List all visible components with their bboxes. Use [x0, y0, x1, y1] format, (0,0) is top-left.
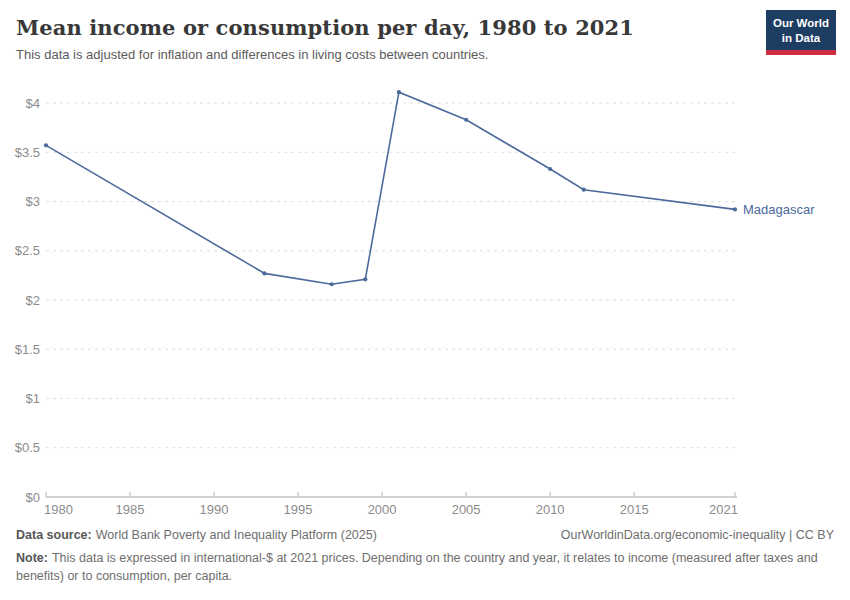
x-tick-label: 2000: [368, 502, 397, 517]
data-point: [582, 188, 586, 192]
y-tick-label: $3.5: [15, 145, 40, 160]
data-line: [46, 92, 735, 284]
y-tick-label: $1.5: [15, 342, 40, 357]
y-tick-label: $4: [26, 96, 40, 111]
owid-logo[interactable]: Our World in Data: [766, 10, 836, 55]
data-point: [363, 277, 367, 281]
x-tick-label: 2021: [709, 502, 738, 517]
y-tick-label: $3: [26, 194, 40, 209]
x-tick-label: 1995: [284, 502, 313, 517]
data-point: [464, 118, 468, 122]
x-tick-label: 2015: [620, 502, 649, 517]
x-tick-label: 1980: [44, 502, 73, 517]
x-tick-label: 2005: [452, 502, 481, 517]
data-source-value: World Bank Poverty and Inequality Platfo…: [96, 528, 377, 542]
owid-url-link[interactable]: OurWorldinData.org/economic-inequality |…: [561, 528, 834, 542]
y-tick-label: $0.5: [15, 440, 40, 455]
data-point: [733, 207, 737, 211]
data-point: [548, 167, 552, 171]
y-tick-label: $0: [26, 490, 40, 505]
chart-header: Mean income or consumption per day, 1980…: [0, 0, 850, 78]
y-axis-labels: $0 $0.5 $1 $1.5 $2 $2.5 $3 $3.5 $4: [15, 96, 40, 505]
series-end-label: Madagascar: [743, 202, 815, 217]
data-point: [44, 143, 48, 147]
y-gridlines: [46, 103, 737, 497]
chart-note: Note:This data is expressed in internati…: [16, 549, 834, 585]
y-tick-label: $2.5: [15, 243, 40, 258]
y-tick-label: $1: [26, 391, 40, 406]
x-tick-label: 1990: [200, 502, 229, 517]
x-axis-ticks: [46, 492, 735, 497]
owid-logo-line2: in Data: [770, 31, 832, 46]
owid-chart-export: Mean income or consumption per day, 1980…: [0, 0, 850, 600]
data-point: [397, 90, 401, 94]
owid-logo-line1: Our World: [770, 16, 832, 31]
x-tick-label: 1985: [116, 502, 145, 517]
data-point: [262, 271, 266, 275]
data-source-label: Data source:: [16, 528, 92, 542]
page-title: Mean income or consumption per day, 1980…: [16, 14, 834, 41]
x-axis-labels: 1980 1985 1990 1995 2000 2005 2010 2015 2021: [44, 502, 738, 517]
chart-subtitle: This data is adjusted for inflation and …: [16, 47, 834, 62]
data-source: Data source: World Bank Poverty and Inequ…: [16, 528, 377, 542]
x-tick-label: 2010: [536, 502, 565, 517]
y-tick-label: $2: [26, 293, 40, 308]
line-chart: $0$0.5$1$1.5$2$2.5$3$3.5$419801985199019…: [0, 78, 850, 518]
chart-footer: Data source: World Bank Poverty and Inequ…: [0, 518, 850, 585]
data-points: [44, 90, 737, 286]
series-Madagascar: [46, 92, 735, 284]
end-labels: Madagascar: [743, 202, 815, 217]
note-value: This data is expressed in international-…: [16, 551, 818, 583]
data-point: [330, 282, 334, 286]
note-label: Note:: [16, 551, 48, 565]
